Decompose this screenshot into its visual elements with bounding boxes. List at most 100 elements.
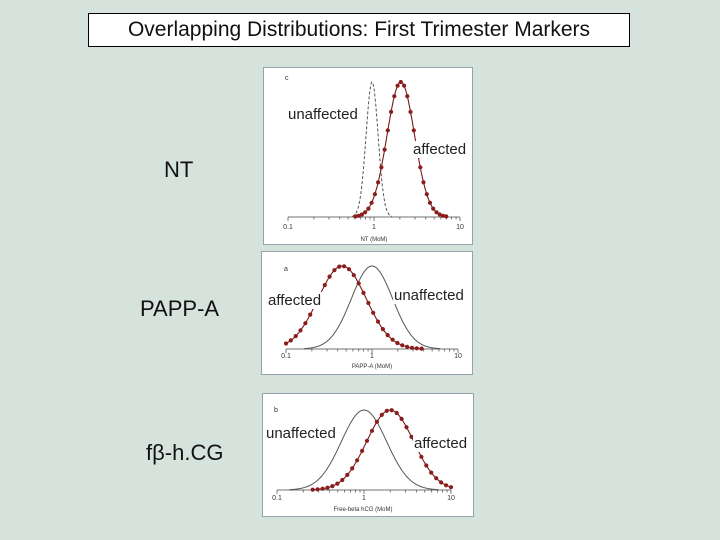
nt-affected-point bbox=[363, 210, 368, 215]
fbeta-hcg-affected-point bbox=[394, 410, 399, 416]
papp-a-affected-point bbox=[390, 337, 395, 342]
fbeta-hcg-x-axis-label: Free-beta hCG (MoM) bbox=[333, 507, 392, 513]
nt-affected-point bbox=[376, 180, 381, 185]
nt-unaffected-curve bbox=[352, 81, 393, 217]
fbeta-hcg-affected-point bbox=[360, 448, 365, 453]
nt-affected-point bbox=[359, 212, 364, 217]
nt-affected-point bbox=[405, 94, 410, 99]
nt-affected-point bbox=[421, 180, 426, 185]
papp-a-affected-point bbox=[283, 341, 289, 346]
nt-affected-point bbox=[356, 213, 361, 218]
papp-a-x-tick-label: 1 bbox=[370, 353, 374, 360]
papp-a-affected-point bbox=[395, 340, 400, 346]
papp-a-affected-point bbox=[327, 274, 332, 279]
fbeta-hcg-affected-point bbox=[439, 480, 444, 485]
fbeta-unaffected-label: unaffected bbox=[265, 425, 337, 442]
papp-a-x-tick-label: 0.1 bbox=[281, 353, 291, 360]
fbeta-affected-label: affected bbox=[413, 435, 469, 452]
nt-affected-point bbox=[389, 109, 394, 114]
papp-a-affected-point bbox=[337, 264, 342, 269]
papp-a-affected-point bbox=[303, 321, 308, 326]
chart-panel-fbeta-hcg: b 0.1 1 10 Free-beta hCG (MoM) unaffected af… bbox=[262, 393, 474, 517]
fbeta-hcg-affected-point bbox=[389, 408, 394, 413]
fbeta-hcg-unaffected-curve bbox=[289, 409, 439, 491]
fbeta-hcg-panel-letter: b bbox=[274, 407, 278, 414]
nt-affected-point bbox=[444, 214, 449, 219]
papp-a-affected-point bbox=[298, 328, 303, 333]
fbeta-hcg-x-tick-label: 10 bbox=[447, 495, 455, 502]
papp-a-affected-point bbox=[356, 281, 361, 286]
fbeta-hcg-affected-point bbox=[419, 454, 424, 459]
nt-panel-letter: c bbox=[285, 75, 289, 82]
papp-a-chart-svg: a 0.1 1 10 PAPP-A (MoM) bbox=[281, 264, 462, 370]
slide-title: Overlapping Distributions: First Trimest… bbox=[88, 13, 630, 47]
nt-affected-point bbox=[372, 192, 377, 197]
nt-affected-point bbox=[431, 206, 436, 211]
fbeta-hcg-affected-point bbox=[429, 470, 434, 475]
papp-a-affected-point bbox=[419, 346, 424, 351]
papp-a-unaffected-curve bbox=[303, 265, 441, 350]
fbeta-hcg-affected-point bbox=[434, 476, 439, 481]
nt-affected-point bbox=[395, 83, 400, 88]
fbeta-hcg-affected-point bbox=[364, 438, 370, 443]
nt-affected-point bbox=[369, 200, 374, 205]
row-label-fbeta-hcg: fβ-h.CG bbox=[146, 440, 223, 466]
nt-affected-point bbox=[418, 165, 423, 170]
fbeta-hcg-affected-point bbox=[379, 412, 384, 417]
nt-x-tick-label: 10 bbox=[456, 224, 464, 231]
fbeta-hcg-x-tick-label: 1 bbox=[362, 495, 366, 502]
nt-affected-point bbox=[402, 83, 407, 88]
nt-affected-point bbox=[392, 94, 397, 99]
papp-a-affected-point bbox=[400, 343, 405, 348]
fbeta-hcg-affected-point bbox=[399, 416, 404, 421]
papp-a-affected-point bbox=[361, 290, 366, 295]
row-label-fbeta-prefix: f bbox=[146, 440, 153, 465]
nt-affected-point bbox=[437, 212, 442, 217]
papp-a-affected-point bbox=[346, 267, 352, 272]
papp-a-affected-point bbox=[385, 333, 390, 338]
fbeta-hcg-affected-point bbox=[345, 472, 350, 477]
fbeta-hcg-affected-point bbox=[350, 466, 355, 471]
nt-affected-point bbox=[427, 200, 433, 205]
nt-x-axis-label: NT (MoM) bbox=[361, 237, 388, 243]
nt-x-tick-label: 1 bbox=[372, 224, 376, 231]
papp-a-affected-point bbox=[322, 283, 327, 288]
fbeta-hcg-affected-point bbox=[335, 481, 340, 486]
chart-panel-papp-a: a 0.1 1 10 PAPP-A (MoM) affected unaffected bbox=[261, 251, 473, 375]
papp-a-affected-point bbox=[308, 312, 313, 317]
papp-a-affected-point bbox=[405, 344, 410, 349]
fbeta-hcg-affected-point bbox=[384, 408, 389, 413]
fbeta-hcg-x-tick-label: 0.1 bbox=[272, 495, 282, 502]
nt-affected-point bbox=[440, 213, 446, 218]
fbeta-hcg-affected-point bbox=[315, 487, 320, 492]
papp-a-affected-point bbox=[380, 327, 385, 332]
papp-a-panel-letter: a bbox=[284, 266, 288, 273]
papp-a-affected-point bbox=[288, 338, 293, 343]
papp-a-affected-point bbox=[293, 334, 298, 339]
papp-a-affected-label: affected bbox=[267, 292, 323, 309]
nt-affected-point bbox=[398, 79, 403, 85]
row-label-papp-a: PAPP-A bbox=[140, 296, 220, 321]
nt-affected-point bbox=[424, 192, 429, 197]
nt-affected-point bbox=[382, 147, 387, 152]
fbeta-hcg-affected-point bbox=[320, 486, 325, 491]
fbeta-hcg-affected-point bbox=[369, 428, 375, 433]
nt-affected-point bbox=[408, 109, 413, 114]
row-label-nt: NT bbox=[164, 157, 194, 182]
fbeta-hcg-affected-point bbox=[330, 484, 335, 489]
papp-a-affected-point bbox=[371, 310, 376, 315]
nt-x-tick-label: 0.1 bbox=[283, 224, 293, 231]
fbeta-hcg-affected-point bbox=[409, 434, 414, 439]
papp-a-affected-point bbox=[332, 268, 337, 273]
fbeta-hcg-affected-point bbox=[374, 419, 379, 424]
row-label-fbeta-greek: β bbox=[152, 440, 165, 465]
fbeta-hcg-chart-svg: b 0.1 1 10 Free-beta hCG (MoM) bbox=[272, 407, 455, 513]
nt-affected-point bbox=[353, 214, 358, 219]
nt-affected-point bbox=[366, 206, 371, 211]
fbeta-hcg-affected-point bbox=[310, 487, 315, 492]
fbeta-hcg-affected-point bbox=[424, 463, 429, 468]
papp-a-x-axis-label: PAPP-A (MoM) bbox=[352, 364, 392, 370]
nt-unaffected-label: unaffected bbox=[287, 106, 359, 123]
papp-a-affected-point bbox=[414, 346, 419, 351]
nt-affected-point bbox=[411, 128, 416, 133]
